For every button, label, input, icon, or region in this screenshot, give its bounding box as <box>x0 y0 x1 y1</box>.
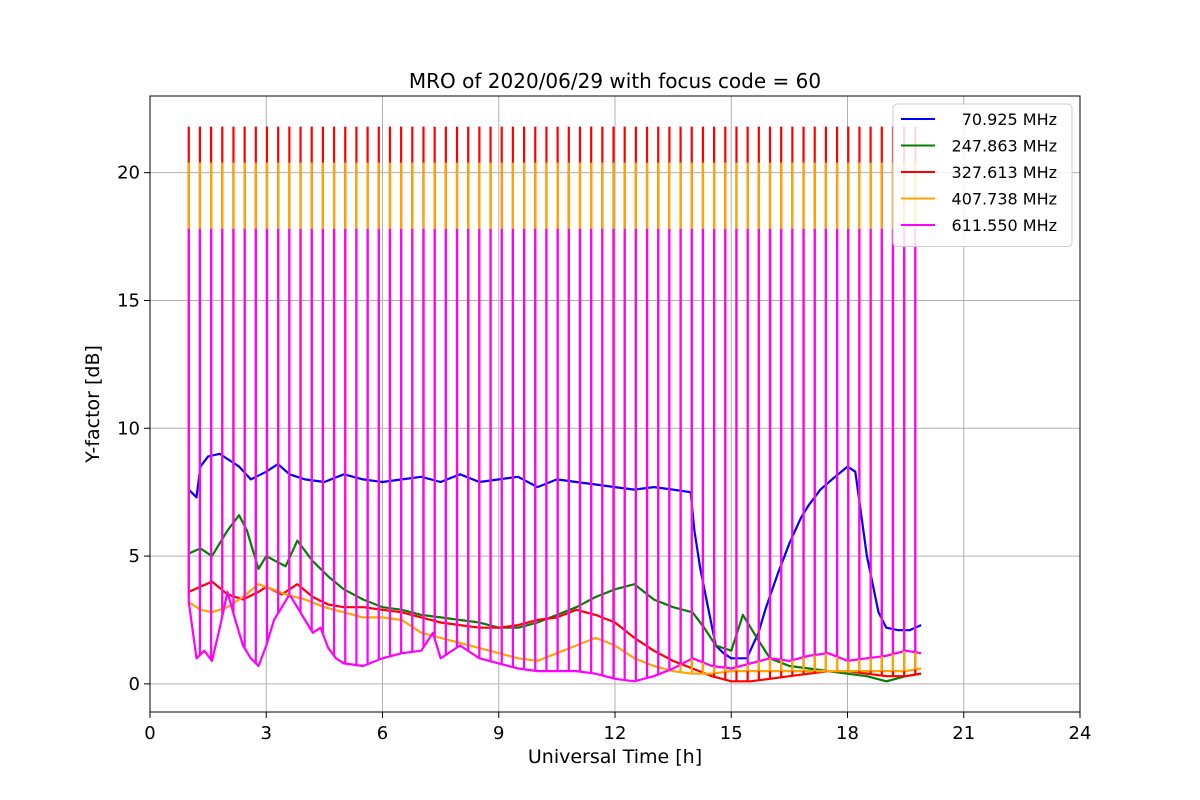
y-tick-label: 15 <box>117 290 140 311</box>
legend-entry: 70.925 MHz <box>962 110 1057 129</box>
y-tick-label: 20 <box>117 163 140 184</box>
y-tick-label: 10 <box>117 418 140 439</box>
legend-entry: 611.550 MHz <box>952 216 1057 235</box>
x-tick-label: 21 <box>952 723 975 744</box>
x-axis-label: Universal Time [h] <box>528 746 702 768</box>
legend-entry: 407.738 MHz <box>952 190 1057 209</box>
plot-area <box>187 126 922 683</box>
x-tick-label: 15 <box>720 723 743 744</box>
chart-title: MRO of 2020/06/29 with focus code = 60 <box>409 69 821 93</box>
x-tick-label: 18 <box>836 723 859 744</box>
series-line-4 <box>187 590 922 683</box>
legend: 70.925 MHz 247.863 MHz 327.613 MHz 407.738 … <box>892 103 1073 247</box>
y-tick-label: 5 <box>129 546 140 567</box>
series-line-1 <box>188 514 922 683</box>
axis-ticks: 0 3 6 9 12 15 18 21 24 0 5 10 15 20 <box>117 163 1091 744</box>
x-tick-label: 0 <box>144 723 155 744</box>
x-tick-label: 24 <box>1069 723 1092 744</box>
x-tick-label: 6 <box>377 723 388 744</box>
legend-entry: 247.863 MHz <box>952 137 1057 156</box>
y-axis-label: Y-factor [dB] <box>82 345 104 464</box>
x-tick-label: 9 <box>493 723 504 744</box>
x-tick-label: 3 <box>261 723 272 744</box>
y-tick-label: 0 <box>129 674 140 695</box>
x-tick-label: 12 <box>604 723 627 744</box>
legend-entry: 327.613 MHz <box>952 163 1057 182</box>
legend-box <box>892 103 1073 247</box>
